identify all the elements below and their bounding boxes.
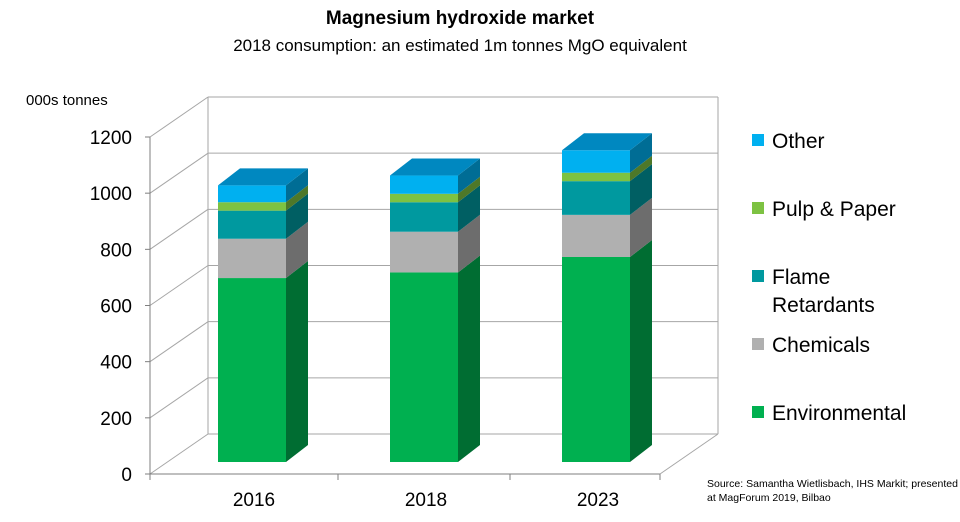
y-tick-label: 400 [100,353,132,374]
bar-segment [218,238,286,279]
side-gridline [149,96,209,138]
bar-segment [562,214,630,257]
side-gridline [149,152,209,194]
bar-segment-side [630,133,652,173]
bar-segment [390,231,458,273]
side-gridline [149,208,209,250]
y-tick-label: 1000 [90,184,132,205]
source-note: Source: Samantha Wietlisbach, IHS Markit… [707,478,958,504]
bar-segment-side [286,221,308,279]
bar-segment [562,150,630,173]
floor-right-edge [659,433,719,475]
legend-label: Retardants [772,294,875,317]
side-gridline [149,433,209,475]
bar-segment-side [458,255,480,462]
bar-segment-side [458,185,480,232]
bar-segment-side [458,176,480,203]
legend-swatch [752,338,764,350]
side-gridline [149,377,209,419]
bar-segment [390,202,458,232]
bar-segment [218,278,286,462]
legend-label: Environmental [772,402,906,425]
legend-label: Other [772,130,825,153]
legend-label: Chemicals [772,334,870,357]
bar-segment-side [286,193,308,239]
bar-top [390,158,480,176]
bar-segment [390,193,458,203]
bar-segment [218,202,286,211]
bar-segment-side [286,168,308,203]
y-tick-label: 200 [100,409,132,430]
bar-top [218,168,308,186]
side-gridline [149,265,209,306]
bar-segment [562,181,630,215]
legend-swatch [752,202,764,214]
legend-label: Pulp & Paper [772,198,896,221]
bar-segment-side [286,185,308,211]
bar-segment [390,175,458,194]
x-tick-label: 2023 [577,490,619,511]
bar-segment-side [630,197,652,257]
bar-segment [218,210,286,239]
chart-title: Magnesium hydroxide market [325,8,595,29]
bar-segment [390,272,458,462]
bar-segment [562,256,630,462]
bar-segment-side [630,164,652,215]
y-axis-label: 000s tonnes [26,92,108,109]
x-tick-label: 2016 [233,490,275,511]
y-tick-label: 0 [121,465,132,486]
bar-segment [218,185,286,203]
bar-top [562,133,652,151]
bar-segment [562,172,630,182]
legend-swatch [752,406,764,418]
x-tick-label: 2018 [405,490,447,511]
y-tick-label: 1200 [90,128,132,149]
chart-subtitle: 2018 consumption: an estimated 1m tonnes… [233,36,687,55]
bar-segment-side [458,214,480,273]
y-tick-label: 800 [100,240,132,261]
side-gridline [149,321,209,363]
legend-swatch [752,270,764,282]
y-tick-label: 600 [100,297,132,318]
bar-segment-side [286,261,308,462]
bar-segment-side [630,239,652,462]
bar-segment-side [458,158,480,194]
bar-segment-side [630,155,652,182]
legend-swatch [752,134,764,146]
legend-label: Flame [772,266,830,289]
